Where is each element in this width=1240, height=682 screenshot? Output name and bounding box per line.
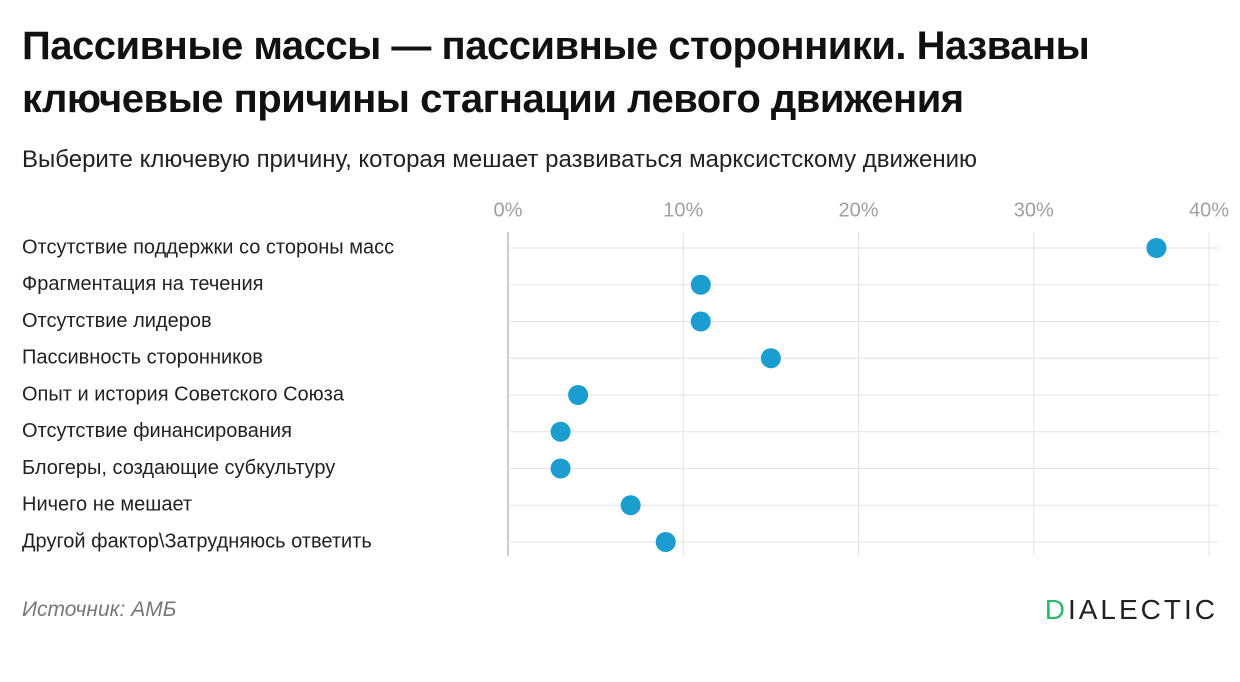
logo: DIALECTIC — [1044, 594, 1218, 625]
category-label: Другой фактор\Затрудняюсь ответить — [22, 530, 372, 552]
dot — [550, 421, 571, 442]
x-tick-label: 30% — [1014, 199, 1054, 221]
category-label: Пассивность сторонников — [22, 347, 263, 369]
category-label: Отсутствие финансирования — [22, 420, 292, 442]
x-tick-label: 40% — [1189, 199, 1229, 221]
dot — [760, 348, 781, 369]
dot — [655, 532, 676, 552]
source-note: Источник: АМБ — [22, 598, 177, 621]
chart-title: Пассивные массы — пассивные сторонники. … — [22, 24, 1090, 121]
x-tick-label: 0% — [494, 199, 523, 221]
category-label: Опыт и история Советского Союза — [22, 383, 345, 405]
dot — [690, 311, 711, 332]
x-tick-label: 10% — [663, 199, 703, 221]
dot — [550, 458, 571, 479]
category-label: Ничего не мешает — [22, 494, 192, 516]
dot — [1146, 238, 1167, 258]
category-label: Фрагментация на течения — [22, 273, 263, 295]
chart-subtitle: Выберите ключевую причину, которая мешае… — [22, 146, 978, 173]
category-label: Блогеры, создающие субкультуру — [22, 457, 335, 479]
x-tick-label: 20% — [838, 199, 878, 221]
dot — [620, 495, 641, 516]
category-label: Отсутствие лидеров — [22, 310, 212, 332]
dot — [690, 274, 711, 295]
category-label: Отсутствие поддержки со стороны масс — [22, 236, 394, 258]
dot — [568, 385, 589, 405]
